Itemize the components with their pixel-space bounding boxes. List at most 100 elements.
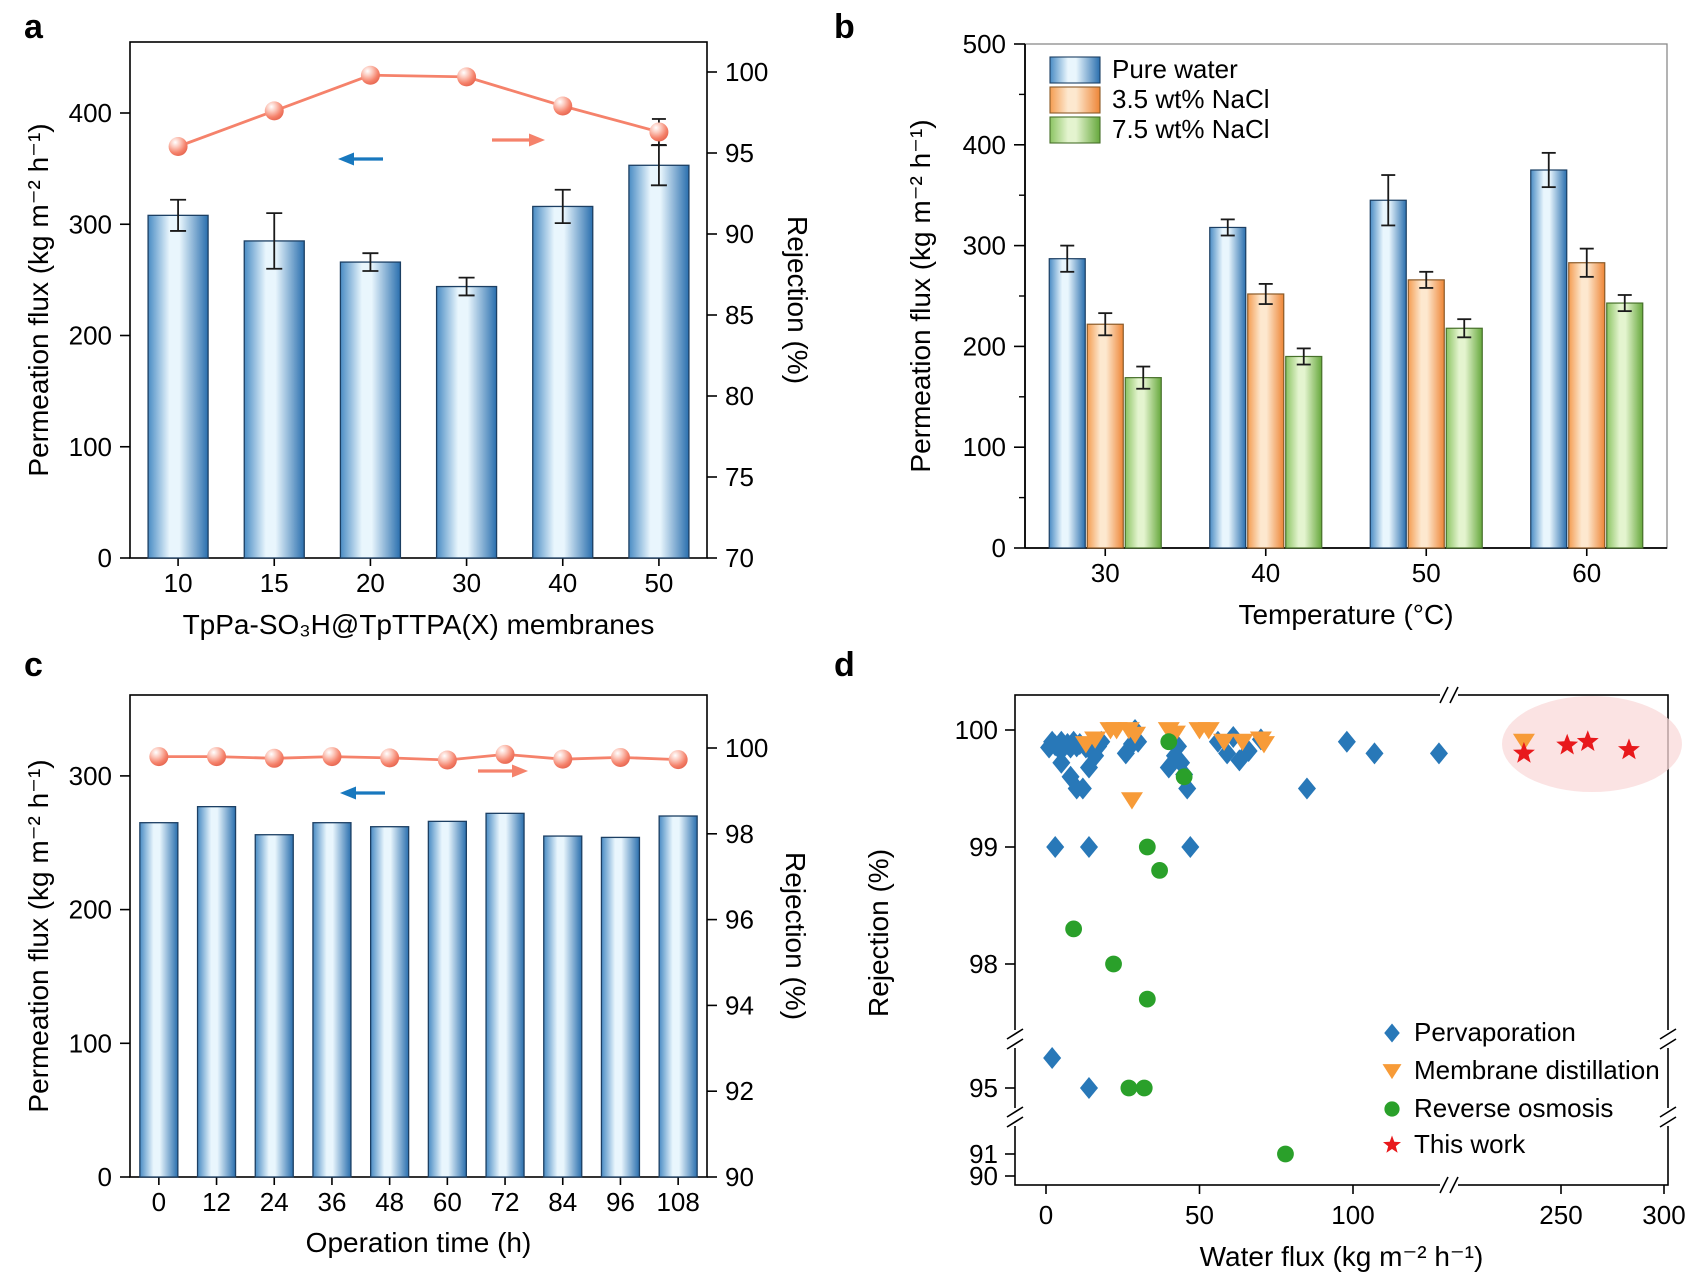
y2-axis-title: Rejection (%) — [782, 216, 813, 384]
scatter-point-pervaporation — [1239, 740, 1258, 763]
flux-bar-bar_orange — [1568, 262, 1606, 549]
left-axis-arrow-head — [340, 786, 356, 800]
y2-tick-label: 95 — [725, 138, 754, 168]
axis-break-mark — [1006, 1038, 1024, 1050]
rejection-point — [168, 137, 188, 157]
y-tick-label: 100 — [69, 432, 112, 462]
panel-c-chart: 0 100 200 300 90 92 94 96 98 100 0 12 24 36 48 60 72 84 96… — [23, 694, 811, 1258]
rejection-point — [553, 96, 573, 116]
left-axis-arrow-head — [338, 152, 354, 166]
y2-tick-label: 80 — [725, 381, 754, 411]
flux-bar — [147, 214, 209, 559]
plot-box — [1014, 694, 1669, 1186]
x-tick-label: 30 — [1091, 558, 1120, 588]
g: 0 100 200 300 90 92 94 96 98 100 0 12 24 36 48 60 72 84 96… — [23, 694, 811, 1258]
flux-bar — [485, 812, 525, 1178]
x-tick-label: 72 — [491, 1187, 520, 1217]
y-tick-label: 200 — [69, 895, 112, 925]
x-tick-label: 0 — [1039, 1200, 1053, 1230]
y-tick-label: 100 — [955, 715, 998, 745]
y-tick-label: 100 — [963, 432, 1006, 462]
flux-bar — [312, 822, 352, 1178]
y2-tick-label: 100 — [725, 733, 768, 763]
flux-bar — [532, 205, 594, 559]
scatter-point-membrane_distillation — [1124, 726, 1147, 745]
legend-marker-pervaporation — [1384, 1023, 1400, 1043]
plot-box — [129, 694, 708, 1178]
y-tick-label: 99 — [969, 832, 998, 862]
scatter-point-pervaporation — [1429, 742, 1448, 765]
plot-box — [129, 41, 708, 559]
axis-break-mark — [1659, 1038, 1677, 1050]
axis-break-mark — [1006, 1116, 1024, 1128]
rejection-point — [668, 750, 688, 770]
scatter-point-pervaporation — [1337, 730, 1356, 753]
flux-bar — [658, 815, 698, 1178]
axis-break — [1011, 1108, 1019, 1126]
panel-label-b: b — [834, 8, 855, 46]
y-tick-label: 91 — [969, 1139, 998, 1169]
x-tick-label: 30 — [452, 568, 481, 598]
x-tick-label: 48 — [375, 1187, 404, 1217]
y2-tick-label: 75 — [725, 462, 754, 492]
flux-bar — [139, 822, 179, 1178]
x-axis-title: TpPa-SO₃H@TpTTPA(X) membranes — [183, 609, 655, 640]
scatter-point-pervaporation — [1159, 756, 1178, 779]
scatter-point-reverse_osmosis — [1151, 862, 1168, 879]
y-tick-label: 400 — [69, 98, 112, 128]
x-tick-label: 36 — [317, 1187, 346, 1217]
scatter-point-this_work — [1556, 733, 1579, 755]
y2-tick-label: 90 — [725, 1162, 754, 1192]
scatter-point-pervaporation — [1129, 730, 1148, 753]
y-tick-label: 300 — [963, 231, 1006, 261]
axis-break — [1664, 1030, 1672, 1048]
y-tick-label: 0 — [98, 543, 112, 573]
flux-bar-bar_orange — [1407, 279, 1445, 549]
y-axis-title: Permeation flux (kg m⁻² h⁻¹) — [23, 759, 54, 1112]
flux-bar-bar_blue — [1369, 199, 1407, 549]
panel-label-c: c — [24, 646, 43, 684]
legend-label: Pervaporation — [1414, 1017, 1576, 1047]
scatter-point-this_work — [1618, 738, 1640, 760]
y2-tick-label: 98 — [725, 819, 754, 849]
axis-break-mark — [1439, 686, 1449, 704]
flux-bar — [254, 834, 294, 1178]
scatter-point-membrane_distillation — [1213, 733, 1236, 752]
y2-tick-label: 94 — [725, 990, 754, 1020]
y-tick-label: 90 — [969, 1161, 998, 1191]
y-axis-title: Permeation flux (kg m⁻² h⁻¹) — [23, 123, 54, 476]
axis-break-mark — [1449, 686, 1459, 704]
panel-label-a: a — [24, 8, 43, 46]
y-axis-title: Permeation flux (kg m⁻² h⁻¹) — [905, 119, 936, 472]
flux-bar — [600, 836, 641, 1178]
scatter-point-pervaporation — [1365, 742, 1384, 765]
flux-bar — [243, 240, 305, 559]
legend-marker-reverse_osmosis — [1384, 1101, 1400, 1117]
rejection-point — [380, 748, 400, 768]
scatter-point-this_work — [1576, 730, 1599, 751]
y-tick-label: 400 — [963, 130, 1006, 160]
axis-break-mark — [1449, 1176, 1459, 1194]
flux-bar-bar_green — [1606, 302, 1644, 549]
axis-break-mark — [1439, 1176, 1449, 1194]
flux-bar-bar_green — [1285, 355, 1323, 549]
scatter-point-membrane_distillation — [1252, 736, 1275, 754]
axis-break — [1011, 1030, 1019, 1048]
legend-swatch — [1049, 86, 1101, 114]
legend-label: Reverse osmosis — [1414, 1093, 1613, 1123]
x-tick-label: 40 — [548, 568, 577, 598]
scatter-point-reverse_osmosis — [1138, 838, 1156, 856]
rejection-point — [610, 747, 630, 767]
rejection-point — [457, 67, 477, 87]
x-tick-label: 40 — [1251, 558, 1280, 588]
x-tick-label: 24 — [260, 1187, 289, 1217]
flux-bar-bar_blue — [1530, 169, 1568, 549]
y2-axis-title: Rejection (%) — [780, 852, 811, 1020]
flux-bar-bar_orange — [1247, 293, 1285, 549]
y-tick-label: 500 — [963, 29, 1006, 59]
scatter-point-reverse_osmosis — [1120, 1079, 1138, 1097]
scatter-point-pervaporation — [1297, 777, 1316, 800]
flux-bar-bar_blue — [1209, 226, 1247, 549]
